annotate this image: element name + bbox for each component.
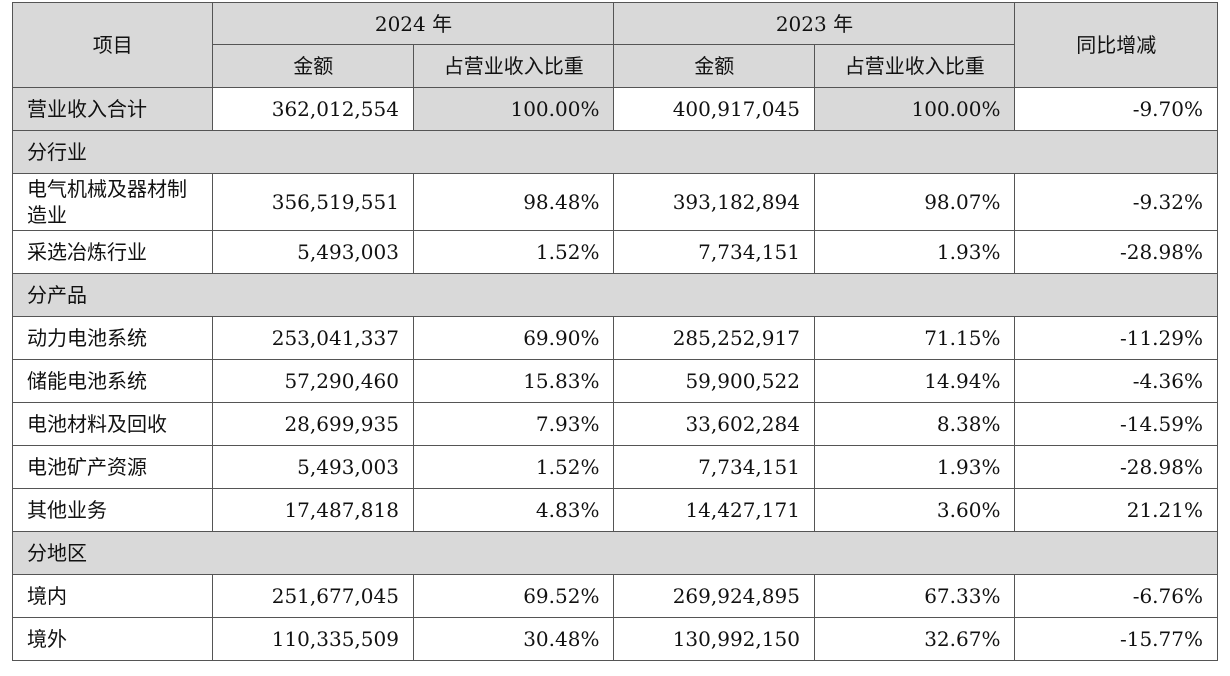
table-row: 电池矿产资源 5,493,003 1.52% 7,734,151 1.93% -… (11, 445, 1218, 489)
row-label: 境外 (11, 617, 214, 661)
amount-2023: 7,734,151 (613, 230, 815, 274)
table-row: 境内 251,677,045 69.52% 269,924,895 67.33%… (11, 574, 1218, 618)
header-item: 项目 (11, 2, 214, 88)
amount-2024: 5,493,003 (212, 445, 414, 489)
share-2024: 98.48% (412, 173, 615, 231)
amount-2024: 28,699,935 (212, 402, 414, 446)
share-2023: 67.33% (813, 574, 1016, 618)
amount-2024: 110,335,509 (212, 617, 414, 661)
yoy-change: -6.76% (1014, 574, 1218, 618)
header-row-years: 项目 2024 年 2023 年 同比增减 (11, 2, 1218, 88)
share-2023: 3.60% (813, 488, 1016, 532)
share-2024: 69.90% (412, 316, 615, 360)
amount-2023: 59,900,522 (613, 359, 815, 403)
share-2024: 4.83% (412, 488, 615, 532)
row-label: 电池矿产资源 (11, 445, 214, 489)
share-2023: 98.07% (813, 173, 1016, 231)
amount-2024: 356,519,551 (212, 173, 414, 231)
share-2024: 15.83% (412, 359, 615, 403)
amount-2024: 253,041,337 (212, 316, 414, 360)
section-row-product: 分产品 (12, 273, 1218, 317)
table-header: 项目 2024 年 2023 年 同比增减 金额 占营业收入比重 金额 占营业收… (11, 2, 1218, 88)
header-year-2023: 2023 年 (613, 2, 1016, 45)
amount-2023: 393,182,894 (613, 173, 815, 231)
header-yoy: 同比增减 (1014, 2, 1218, 88)
amount-2023: 14,427,171 (613, 488, 815, 532)
amount-2023: 130,992,150 (613, 617, 815, 661)
share-2023: 1.93% (813, 230, 1016, 274)
total-yoy: -9.70% (1014, 87, 1218, 131)
share-2023: 14.94% (813, 359, 1016, 403)
section-row-industry: 分行业 (12, 130, 1218, 174)
share-2023: 1.93% (813, 445, 1016, 489)
section-title: 分行业 (12, 130, 1218, 174)
row-label: 境内 (11, 574, 214, 618)
table-row: 采选冶炼行业 5,493,003 1.52% 7,734,151 1.93% -… (11, 230, 1218, 274)
table-body: 营业收入合计 362,012,554 100.00% 400,917,045 1… (11, 87, 1218, 661)
yoy-change: -28.98% (1014, 445, 1218, 489)
total-row: 营业收入合计 362,012,554 100.00% 400,917,045 1… (11, 87, 1218, 131)
row-label: 电气机械及器材制造业 (11, 173, 214, 231)
row-label: 采选冶炼行业 (11, 230, 214, 274)
revenue-composition-table: 项目 2024 年 2023 年 同比增减 金额 占营业收入比重 金额 占营业收… (11, 2, 1218, 661)
total-amount-2023: 400,917,045 (613, 87, 815, 131)
header-amount-2024: 金额 (212, 44, 414, 88)
share-2024: 1.52% (412, 445, 615, 489)
table-row: 境外 110,335,509 30.48% 130,992,150 32.67%… (11, 617, 1218, 661)
table-row: 电池材料及回收 28,699,935 7.93% 33,602,284 8.38… (11, 402, 1218, 446)
total-amount-2024: 362,012,554 (212, 87, 414, 131)
amount-2023: 269,924,895 (613, 574, 815, 618)
share-2024: 7.93% (412, 402, 615, 446)
yoy-change: -14.59% (1014, 402, 1218, 446)
header-share-2024: 占营业收入比重 (412, 44, 615, 88)
total-share-2024: 100.00% (412, 87, 615, 131)
section-title: 分产品 (12, 273, 1218, 317)
table-row: 动力电池系统 253,041,337 69.90% 285,252,917 71… (11, 316, 1218, 360)
header-row-subcolumns: 金额 占营业收入比重 金额 占营业收入比重 (13, 44, 1218, 88)
yoy-change: -28.98% (1014, 230, 1218, 274)
table-row: 电气机械及器材制造业 356,519,551 98.48% 393,182,89… (11, 173, 1218, 231)
amount-2024: 17,487,818 (212, 488, 414, 532)
yoy-change: 21.21% (1014, 488, 1218, 532)
section-title: 分地区 (12, 531, 1218, 575)
yoy-change: -11.29% (1014, 316, 1218, 360)
row-label: 电池材料及回收 (11, 402, 214, 446)
share-2024: 1.52% (412, 230, 615, 274)
amount-2023: 7,734,151 (613, 445, 815, 489)
table-row: 其他业务 17,487,818 4.83% 14,427,171 3.60% 2… (11, 488, 1218, 532)
yoy-change: -4.36% (1014, 359, 1218, 403)
total-share-2023: 100.00% (813, 87, 1016, 131)
header-amount-2023: 金额 (613, 44, 815, 88)
header-share-2023: 占营业收入比重 (813, 44, 1016, 88)
row-label: 其他业务 (11, 488, 214, 532)
table-row: 储能电池系统 57,290,460 15.83% 59,900,522 14.9… (11, 359, 1218, 403)
share-2024: 69.52% (412, 574, 615, 618)
section-row-region: 分地区 (12, 531, 1218, 575)
share-2023: 32.67% (813, 617, 1016, 661)
row-label: 动力电池系统 (11, 316, 214, 360)
header-year-2024: 2024 年 (212, 2, 615, 45)
amount-2023: 285,252,917 (613, 316, 815, 360)
amount-2024: 5,493,003 (212, 230, 414, 274)
yoy-change: -9.32% (1014, 173, 1218, 231)
amount-2024: 57,290,460 (212, 359, 414, 403)
row-label: 储能电池系统 (11, 359, 214, 403)
share-2023: 71.15% (813, 316, 1016, 360)
share-2023: 8.38% (813, 402, 1016, 446)
amount-2023: 33,602,284 (613, 402, 815, 446)
total-label: 营业收入合计 (11, 87, 214, 131)
share-2024: 30.48% (412, 617, 615, 661)
yoy-change: -15.77% (1014, 617, 1218, 661)
amount-2024: 251,677,045 (212, 574, 414, 618)
revenue-table-wrapper: 项目 2024 年 2023 年 同比增减 金额 占营业收入比重 金额 占营业收… (11, 2, 1218, 661)
